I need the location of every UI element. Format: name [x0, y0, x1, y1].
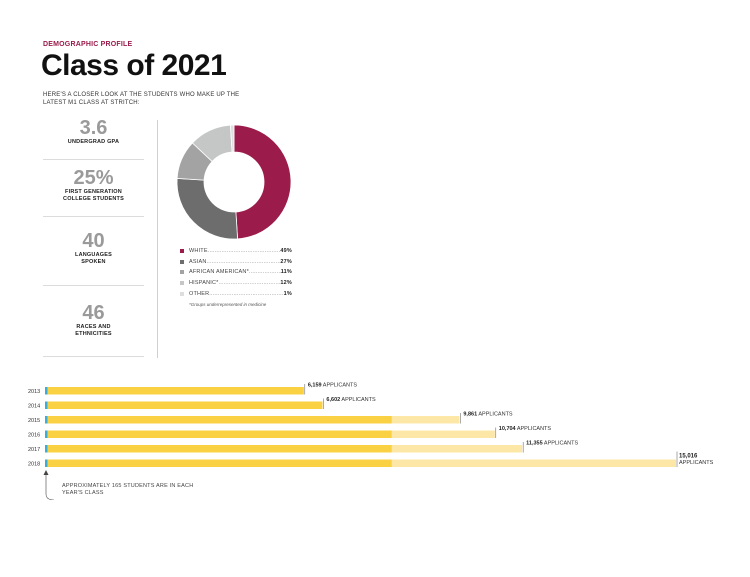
donut-slice — [233, 124, 292, 240]
legend-value: 27% — [280, 258, 292, 265]
legend-item: ASIAN 27% — [180, 257, 292, 268]
leader-dots — [208, 248, 281, 254]
legend-swatch — [180, 281, 184, 286]
callout-arrowhead — [43, 470, 49, 475]
applicants-bar-chart: 2013 6,159 APPLICANTS 2014 6,602 APPLICANTS… — [28, 383, 714, 500]
leader-dots — [209, 291, 283, 297]
bar-stripe — [45, 387, 304, 395]
legend-item: AFRICAN AMERICAN* 11% — [180, 267, 292, 278]
divider — [43, 216, 144, 217]
legend-value: 12% — [280, 280, 292, 287]
leader-dots — [219, 280, 281, 286]
stat-first-generation: 25% FIRST GENERATION COLLEGE STUDENTS — [43, 167, 144, 203]
bar-stripe — [45, 401, 323, 409]
bar-row-2014: 2014 6,602 APPLICANTS — [28, 397, 376, 410]
bar-row-2016: 2016 10,704 APPLICANTS — [28, 426, 551, 439]
legend-swatch — [180, 259, 184, 264]
stat-label: RACES AND ETHNICITIES — [75, 324, 112, 337]
divider — [43, 159, 144, 160]
legend-value: 11% — [280, 269, 292, 276]
class-size-marker — [45, 459, 48, 467]
legend-footnote: *Groups underrepresented in medicine — [189, 302, 267, 307]
year-label: 2018 — [28, 462, 40, 468]
leader-dots — [249, 269, 281, 275]
callout-line — [45, 474, 55, 500]
bar-stripe — [45, 459, 392, 467]
legend-label: ASIAN — [189, 258, 207, 265]
class-size-marker — [45, 416, 48, 424]
stat-label: UNDERGRAD GPA — [67, 139, 120, 145]
divider — [43, 356, 144, 357]
bar-row-2013: 2013 6,159 APPLICANTS — [28, 383, 357, 396]
year-label: 2014 — [28, 404, 40, 410]
stat-value: 3.6 — [79, 117, 108, 139]
value-label: 10,704 APPLICANTS — [499, 426, 552, 432]
donut-slice — [229, 124, 235, 153]
stat-label: FIRST GENERATION COLLEGE STUDENTS — [63, 189, 124, 202]
bar-row-2015: 2015 9,861 APPLICANTS — [28, 412, 513, 425]
class-size-note: APPROXIMATELY 165 STUDENTS ARE IN EACH Y… — [62, 483, 194, 496]
donut-slice — [176, 177, 239, 240]
legend-value: 1% — [283, 290, 292, 297]
stat-value: 46 — [82, 302, 105, 324]
stat-gpa: 3.6 UNDERGRAD GPA — [43, 117, 144, 146]
legend-label: WHITE — [189, 248, 208, 255]
year-label: 2017 — [28, 447, 40, 453]
legend-swatch — [180, 249, 184, 254]
stat-races: 46 RACES AND ETHNICITIES — [43, 302, 144, 338]
legend-item: HISPANIC* 12% — [180, 278, 292, 289]
value-label: 15,016 — [679, 454, 698, 460]
year-label: 2015 — [28, 418, 40, 424]
intro-text: HERE'S A CLOSER LOOK AT THE STUDENTS WHO… — [43, 92, 240, 106]
year-label: 2013 — [28, 389, 40, 395]
stat-languages: 40 LANGUAGES SPOKEN — [43, 230, 144, 266]
section-kicker: DEMOGRAPHIC PROFILE — [43, 41, 133, 48]
value-label: 6,602 APPLICANTS — [326, 397, 376, 403]
class-size-marker — [45, 401, 48, 409]
class-size-marker — [45, 430, 48, 438]
legend-label: AFRICAN AMERICAN* — [189, 269, 249, 276]
class-size-marker — [45, 445, 48, 453]
value-suffix: APPLICANTS — [679, 460, 714, 466]
divider — [43, 285, 144, 286]
ethnicity-donut-chart — [176, 124, 292, 240]
vertical-divider — [157, 120, 158, 358]
class-size-marker — [45, 387, 48, 395]
stat-value: 40 — [82, 230, 105, 252]
legend-swatch — [180, 291, 184, 296]
legend-value: 49% — [280, 248, 292, 255]
year-label: 2016 — [28, 433, 40, 439]
legend-label: HISPANIC* — [189, 280, 219, 287]
bar-stripe — [45, 416, 392, 424]
leader-dots — [207, 259, 281, 265]
stat-value: 25% — [73, 167, 114, 189]
donut-legend: WHITE 49% ASIAN 27% AFRICAN AMERICAN* 11… — [180, 246, 292, 299]
page-title: Class of 2021 — [41, 49, 227, 82]
value-label: 9,861 APPLICANTS — [463, 412, 513, 418]
legend-item: OTHER 1% — [180, 288, 292, 299]
stat-label: LANGUAGES SPOKEN — [75, 252, 112, 265]
bar-stripe — [45, 445, 392, 453]
bar-stripe — [45, 430, 392, 438]
value-label: 11,355 APPLICANTS — [526, 441, 578, 447]
legend-swatch — [180, 270, 184, 275]
legend-label: OTHER — [189, 290, 210, 297]
value-label: 6,159 APPLICANTS — [308, 383, 358, 389]
legend-item: WHITE 49% — [180, 246, 292, 257]
bar-row-2017: 2017 11,355 APPLICANTS — [28, 441, 578, 454]
